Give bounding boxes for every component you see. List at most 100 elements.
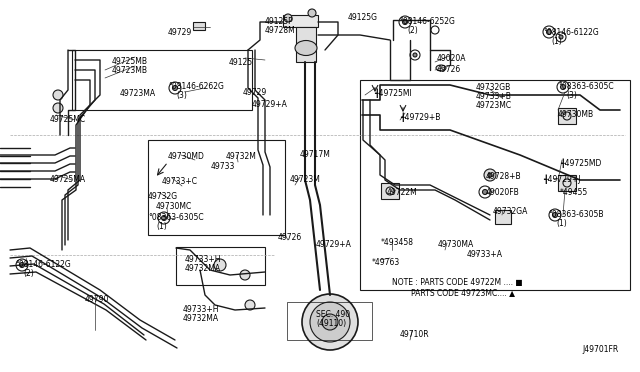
- Text: ╉49725MI: ╉49725MI: [374, 88, 412, 97]
- Circle shape: [484, 169, 496, 181]
- Text: 49710R: 49710R: [400, 330, 429, 339]
- Text: 49723MC: 49723MC: [476, 101, 512, 110]
- Bar: [381, 183, 399, 199]
- Text: 49020A: 49020A: [437, 54, 467, 63]
- Bar: [72, 50, 252, 110]
- Text: 49733+B: 49733+B: [476, 92, 512, 101]
- Text: 49729: 49729: [168, 28, 192, 37]
- Circle shape: [173, 86, 177, 90]
- Text: J49701FR: J49701FR: [582, 345, 618, 354]
- Text: °08363-6305B: °08363-6305B: [548, 210, 604, 219]
- Circle shape: [19, 263, 24, 267]
- Circle shape: [310, 302, 350, 342]
- Text: ╉49725MD: ╉49725MD: [560, 158, 602, 167]
- Circle shape: [322, 314, 338, 330]
- Text: (3): (3): [566, 91, 577, 100]
- Text: 49730MB: 49730MB: [558, 110, 594, 119]
- Text: (1): (1): [156, 222, 167, 231]
- Text: 49728M: 49728M: [265, 26, 296, 35]
- Bar: [287, 302, 372, 340]
- Text: *49763: *49763: [372, 258, 400, 267]
- Ellipse shape: [436, 65, 446, 71]
- Text: °08363-6305C: °08363-6305C: [558, 82, 614, 91]
- Circle shape: [403, 19, 408, 25]
- Circle shape: [547, 29, 552, 35]
- Text: 49732GB: 49732GB: [476, 83, 511, 92]
- Bar: [558, 175, 576, 191]
- Text: 49730MD: 49730MD: [168, 152, 205, 161]
- Text: *493458: *493458: [381, 238, 414, 247]
- Text: *49455: *49455: [560, 188, 588, 197]
- Bar: [495, 210, 511, 224]
- Text: (49110): (49110): [316, 319, 346, 328]
- Text: °08146-6252G: °08146-6252G: [399, 17, 455, 26]
- Text: 49726: 49726: [437, 65, 461, 74]
- Text: ╉49729+J: ╉49729+J: [543, 175, 580, 185]
- Text: 49723MB: 49723MB: [112, 66, 148, 75]
- Text: ╉49729+B: ╉49729+B: [400, 112, 440, 122]
- Bar: [176, 247, 265, 285]
- Text: (3): (3): [176, 91, 187, 100]
- Circle shape: [413, 53, 417, 57]
- Text: 49729+A: 49729+A: [252, 100, 288, 109]
- Circle shape: [284, 14, 292, 22]
- Circle shape: [559, 35, 563, 39]
- Text: °08146-6262G: °08146-6262G: [168, 82, 224, 91]
- Text: 49733+A: 49733+A: [467, 250, 503, 259]
- Circle shape: [483, 189, 488, 195]
- Text: °08146-6122G: °08146-6122G: [15, 260, 71, 269]
- Text: 49730MC: 49730MC: [156, 202, 192, 211]
- Circle shape: [488, 173, 492, 177]
- Text: 49733+C: 49733+C: [162, 177, 198, 186]
- Circle shape: [552, 212, 557, 218]
- Text: 49728+B: 49728+B: [486, 172, 522, 181]
- Bar: [296, 27, 316, 62]
- Circle shape: [245, 300, 255, 310]
- Text: 49733+H: 49733+H: [183, 305, 220, 314]
- Circle shape: [308, 9, 316, 17]
- Bar: [148, 140, 285, 235]
- Circle shape: [53, 103, 63, 113]
- Text: (2): (2): [23, 269, 34, 278]
- Circle shape: [302, 294, 358, 350]
- Text: (1): (1): [551, 37, 562, 46]
- Text: (1): (1): [556, 219, 567, 228]
- Circle shape: [561, 84, 566, 90]
- Text: 49726: 49726: [278, 233, 302, 242]
- Text: 49125G: 49125G: [348, 13, 378, 22]
- Text: 49723M: 49723M: [290, 175, 321, 184]
- Text: 49725MC: 49725MC: [50, 115, 86, 124]
- Text: °08363-6305C: °08363-6305C: [148, 213, 204, 222]
- Circle shape: [161, 215, 166, 221]
- Text: 49725MB: 49725MB: [112, 57, 148, 66]
- Circle shape: [240, 270, 250, 280]
- Text: 49790: 49790: [85, 295, 109, 304]
- Text: 49725MA: 49725MA: [50, 175, 86, 184]
- Circle shape: [214, 259, 226, 271]
- Text: 49717M: 49717M: [300, 150, 331, 159]
- Text: 49732G: 49732G: [148, 192, 178, 201]
- Text: SEC. 490: SEC. 490: [316, 310, 350, 319]
- Circle shape: [53, 90, 63, 100]
- Text: 49733: 49733: [211, 162, 236, 171]
- Text: 49732M: 49732M: [226, 152, 257, 161]
- Ellipse shape: [295, 41, 317, 55]
- Text: NOTE : PARTS CODE 49722M .... ■
        PARTS CODE 49723MC.... ▲: NOTE : PARTS CODE 49722M .... ■ PARTS CO…: [392, 278, 523, 297]
- Text: 49732GA: 49732GA: [493, 207, 529, 216]
- Text: 49729: 49729: [243, 88, 268, 97]
- Text: 49125: 49125: [229, 58, 253, 67]
- Text: °08146-6122G: °08146-6122G: [543, 28, 599, 37]
- Text: 49729+A: 49729+A: [316, 240, 352, 249]
- Text: 49723MA: 49723MA: [120, 89, 156, 98]
- Text: 49125P: 49125P: [265, 17, 294, 26]
- Text: 49722M: 49722M: [387, 188, 418, 197]
- Text: 49730MA: 49730MA: [438, 240, 474, 249]
- Bar: [360, 80, 630, 290]
- Text: (2): (2): [407, 26, 418, 35]
- Text: 49733+H: 49733+H: [185, 255, 221, 264]
- Text: 49732MA: 49732MA: [183, 314, 219, 323]
- Bar: [193, 22, 205, 30]
- Bar: [283, 15, 318, 27]
- Text: 49020FB: 49020FB: [486, 188, 520, 197]
- Text: 49732MA: 49732MA: [185, 264, 221, 273]
